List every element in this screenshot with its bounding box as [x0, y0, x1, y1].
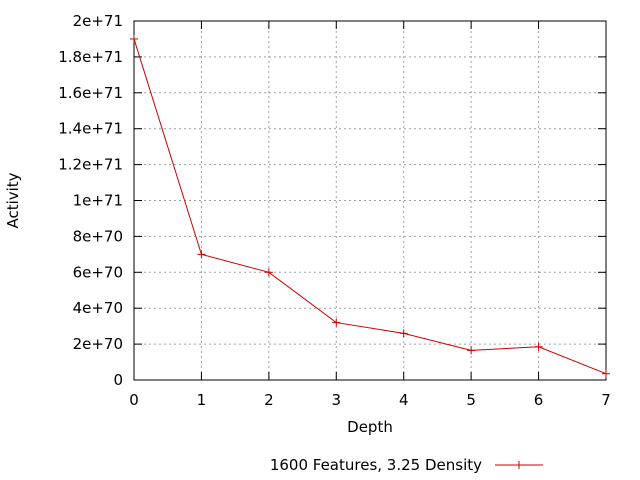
y-tick-label: 2e+70	[73, 335, 123, 353]
y-tick-label: 1.8e+71	[58, 48, 123, 66]
y-tick-label: 4e+70	[73, 299, 123, 317]
x-tick-label: 7	[601, 391, 611, 409]
x-tick-label: 1	[197, 391, 207, 409]
x-axis-label: Depth	[347, 418, 393, 436]
legend: 1600 Features, 3.25 Density	[270, 456, 543, 474]
x-tick-label: 6	[534, 391, 544, 409]
x-tick-label: 2	[264, 391, 274, 409]
y-tick-label: 8e+70	[73, 227, 123, 245]
y-tick-label: 1.4e+71	[58, 120, 123, 138]
data-point	[197, 250, 206, 259]
data-point	[467, 346, 476, 355]
y-tick-label: 0	[113, 371, 123, 389]
data-point	[515, 461, 523, 469]
y-tick-label: 6e+70	[73, 263, 123, 281]
legend-marker	[515, 461, 523, 469]
data-point	[332, 318, 341, 327]
data-point	[399, 329, 408, 338]
data-point	[264, 268, 273, 277]
y-axis-label: Activity	[4, 172, 22, 228]
y-tick-label: 2e+71	[73, 12, 123, 30]
axis-ticks: 0 2e+70 4e+70 6e+70 8e+70 1e+71 1.2e+71 1.4e+71…	[58, 12, 611, 409]
y-tick-label: 1e+71	[73, 192, 123, 210]
x-tick-label: 0	[129, 391, 139, 409]
x-tick-label: 4	[399, 391, 409, 409]
data-point	[602, 369, 610, 378]
data-point	[534, 342, 543, 351]
series-line	[133, 38, 607, 375]
x-tick-label: 3	[332, 391, 342, 409]
x-tick-label: 5	[466, 391, 476, 409]
data-point	[130, 34, 138, 43]
legend-label: 1600 Features, 3.25 Density	[270, 456, 482, 474]
y-tick-label: 1.2e+71	[58, 156, 123, 174]
series-layer	[130, 34, 610, 378]
y-tick-label: 1.6e+71	[58, 84, 123, 102]
grid-lines	[134, 21, 606, 380]
